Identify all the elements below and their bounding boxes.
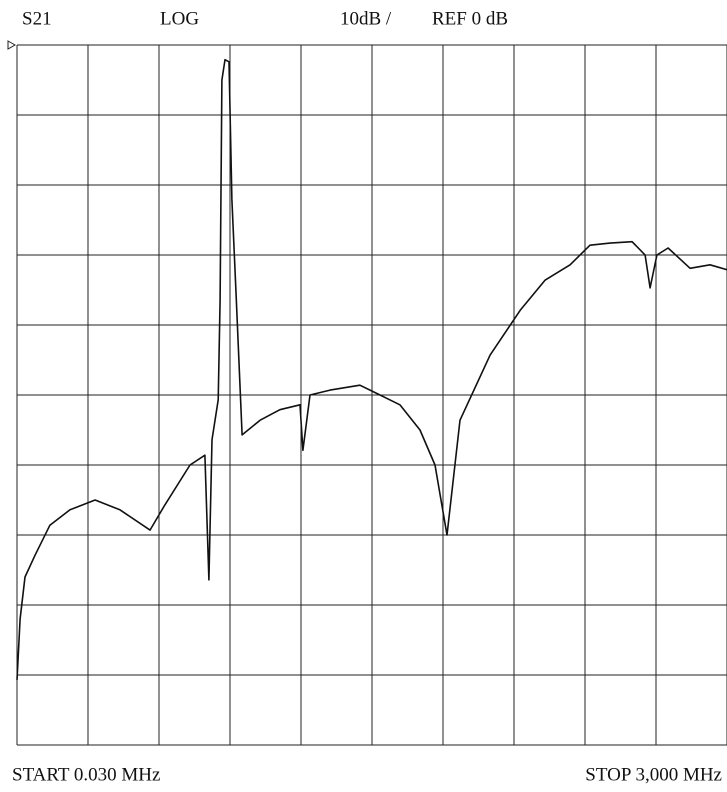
scale-label: 10dB /	[340, 8, 392, 29]
format-label: LOG	[160, 8, 199, 29]
trace-label: S21	[22, 8, 52, 29]
trace-line	[16, 58, 727, 680]
reference-label: REF 0 dB	[432, 8, 508, 29]
reference-marker	[7, 40, 17, 50]
start-label: START 0.030 MHz	[12, 764, 160, 785]
stop-label: STOP 3,000 MHz	[585, 764, 722, 785]
